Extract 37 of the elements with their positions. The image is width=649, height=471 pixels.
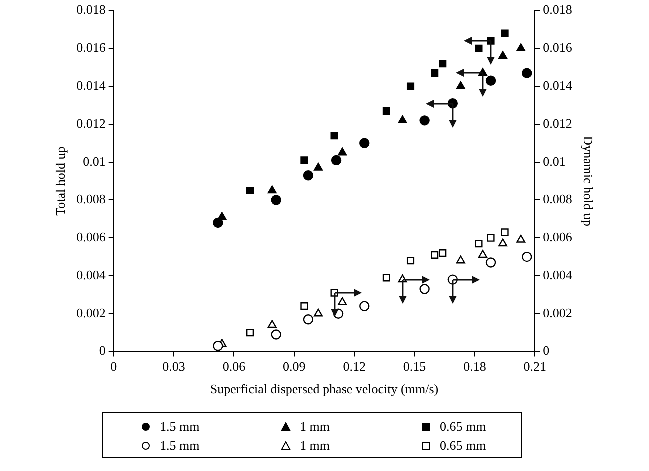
- y2-tick-label: 0.006: [543, 230, 573, 245]
- legend-label: 1 mm: [300, 438, 330, 453]
- x-tick-label: 0.03: [162, 359, 186, 374]
- x-tick-label: 0: [110, 359, 118, 374]
- y-tick-label: 0.012: [76, 116, 106, 131]
- legend-label: 1 mm: [300, 419, 330, 434]
- y2-tick-label: 0.008: [543, 192, 572, 207]
- x-tick-label: 0.21: [524, 359, 547, 374]
- y-tick-label: 0.006: [76, 230, 106, 245]
- y2-tick-label: 0.012: [543, 116, 572, 131]
- y2-tick-label: 0.018: [543, 2, 572, 18]
- y2-tick-label: 0.002: [543, 305, 572, 320]
- y-tick-label: 0.008: [76, 192, 106, 207]
- y2-tick-label: 0: [543, 343, 550, 358]
- y-tick-label: 0.016: [76, 40, 106, 56]
- y2-axis-title: Dynamic hold up: [580, 136, 596, 226]
- y2-tick-label: 0.014: [543, 78, 573, 93]
- legend-label: 0.65 mm: [440, 419, 486, 434]
- y-tick-label: 0.018: [76, 2, 106, 18]
- x-tick-label: 0.18: [464, 359, 486, 374]
- legend-label: 1.5 mm: [160, 438, 200, 453]
- x-axis-title: Superficial dispersed phase velocity (mm/s): [210, 382, 439, 397]
- legend-label: 0.65 mm: [440, 438, 486, 453]
- legend-label: 1.5 mm: [160, 419, 200, 434]
- y2-tick-label: 0.004: [543, 267, 573, 282]
- y2-tick-label: 0.01: [543, 154, 566, 169]
- x-tick-label: 0.09: [283, 359, 306, 374]
- x-tick-label: 0.15: [403, 359, 426, 374]
- y-tick-label: 0: [99, 343, 106, 358]
- y-axis-title: Total hold up: [53, 146, 68, 216]
- y-tick-label: 0.01: [83, 154, 106, 169]
- y-tick-label: 0.014: [76, 78, 106, 93]
- y2-tick-label: 0.016: [543, 40, 573, 56]
- y-tick-label: 0.002: [76, 305, 106, 320]
- x-tick-label: 0.12: [343, 359, 366, 374]
- y-tick-label: 0.004: [76, 267, 106, 282]
- x-tick-label: 0.06: [222, 359, 246, 374]
